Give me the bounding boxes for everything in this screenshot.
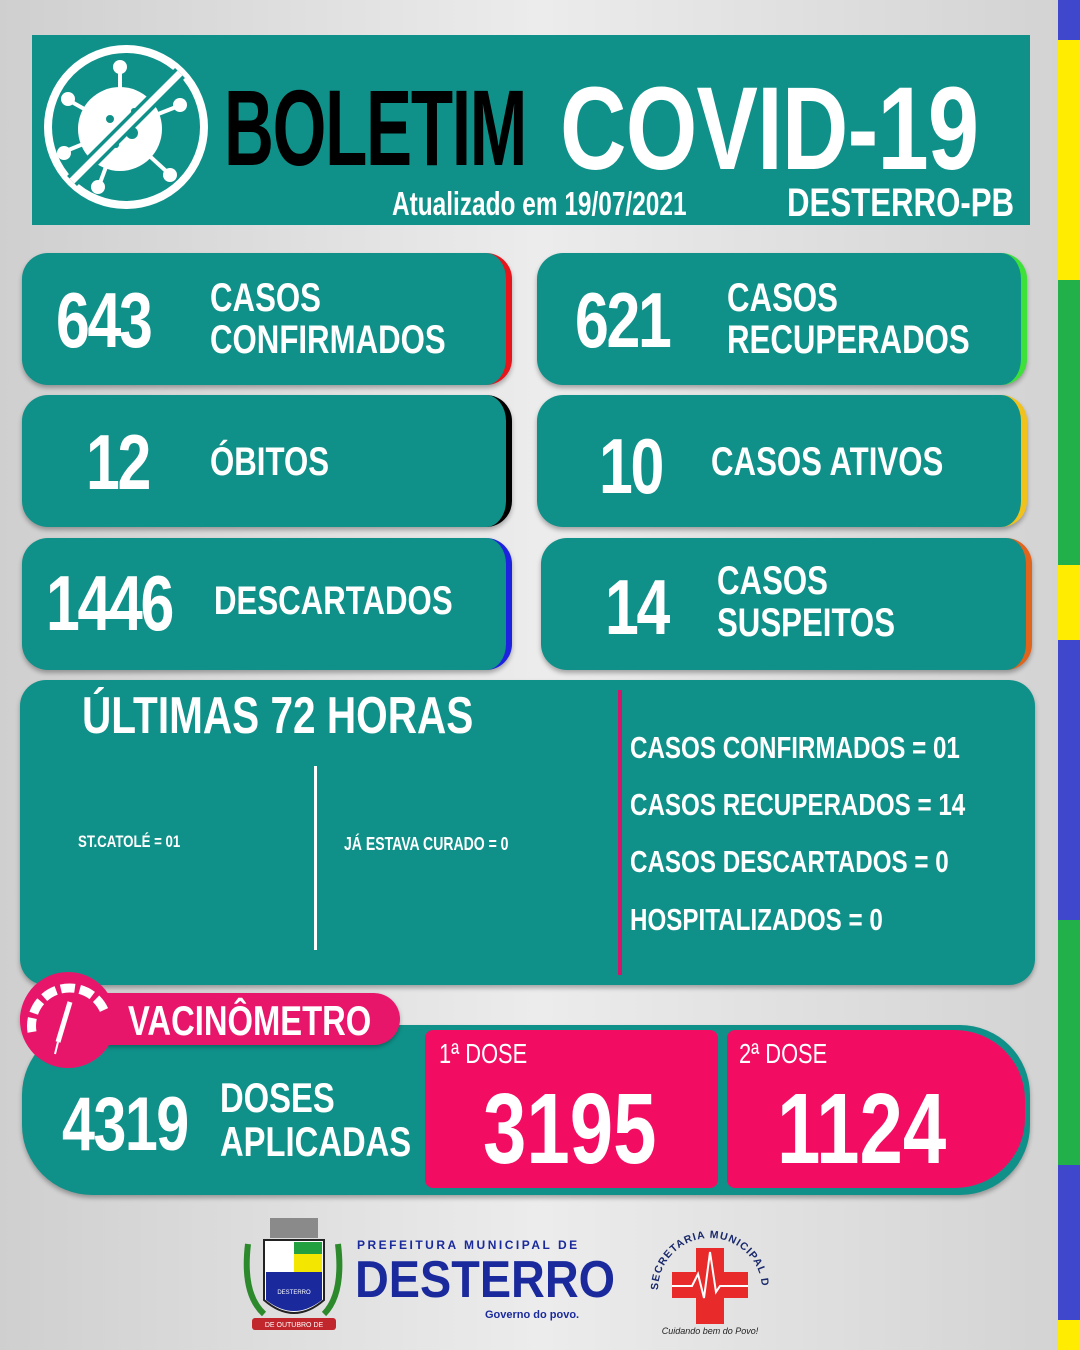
divider-pink: [618, 690, 622, 975]
dose2-box: 2ª DOSE 1124: [727, 1030, 1025, 1188]
pref-line: PREFEITURA MUNICIPAL DE: [357, 1238, 580, 1252]
svg-text:DE OUTUBRO DE: DE OUTUBRO DE: [265, 1322, 324, 1329]
card-discarded: 1446 DESCARTADOS: [22, 538, 512, 670]
total-label-1: DOSES: [220, 1074, 335, 1121]
note-cured: JÁ ESTAVA CURADO = 0: [344, 834, 509, 854]
dose2-value: 1124: [777, 1073, 947, 1185]
total-doses: 4319: [62, 1082, 189, 1167]
header-banner: BOLETIM COVID-19 Atualizado em 19/07/202…: [32, 35, 1030, 225]
title-covid: COVID-19: [560, 63, 979, 195]
note-st-catole: ST.CATOLÉ = 01: [78, 832, 181, 851]
last-72-list: CASOS CONFIRMADOS = 01 CASOS RECUPERADOS…: [630, 730, 1030, 960]
title-boletim: BOLETIM: [224, 67, 527, 188]
last-72-hours-panel: ÚLTIMAS 72 HORAS ST.CATOLÉ = 01 JÁ ESTAV…: [20, 680, 1035, 985]
card-deaths: 12 ÓBITOS: [22, 395, 512, 527]
divider: [314, 766, 317, 950]
list-item: HOSPITALIZADOS = 0: [630, 902, 883, 937]
dose1-value: 3195: [483, 1073, 657, 1185]
pref-name: DESTERRO: [355, 1251, 616, 1309]
location: DESTERRO-PB: [787, 181, 1015, 225]
card-active: 10 CASOS ATIVOS: [537, 395, 1027, 527]
list-item: CASOS CONFIRMADOS = 01: [630, 730, 960, 765]
svg-text:DESTERRO: DESTERRO: [277, 1290, 311, 1296]
total-label-2: APLICADAS: [220, 1118, 412, 1165]
list-item: CASOS RECUPERADOS = 14: [630, 787, 966, 822]
municipal-crest: DESTERRO DE OUTUBRO DE: [243, 1218, 343, 1330]
no-virus-icon: [44, 45, 208, 209]
card-recovered: 621 CASOS RECUPERADOS: [537, 253, 1027, 385]
syringe-gauge-icon: [20, 972, 116, 1068]
updated-date: Atualizado em 19/07/2021: [392, 185, 687, 222]
card-suspected: 14 CASOS SUSPEITOS: [541, 538, 1032, 670]
pref-slogan: Governo do povo.: [485, 1309, 580, 1321]
card-confirmed: 643 CASOS CONFIRMADOS: [22, 253, 512, 385]
svg-text:Cuidando bem do Povo!: Cuidando bem do Povo!: [662, 1326, 759, 1336]
list-item: CASOS DESCARTADOS = 0: [630, 844, 949, 879]
dose1-box: 1ª DOSE 3195: [425, 1030, 718, 1188]
health-secretariat-logo: SECRETARIA MUNICIPAL DE SAÚDE Cuidando b…: [640, 1212, 770, 1336]
last-72-title: ÚLTIMAS 72 HORAS: [82, 687, 474, 745]
